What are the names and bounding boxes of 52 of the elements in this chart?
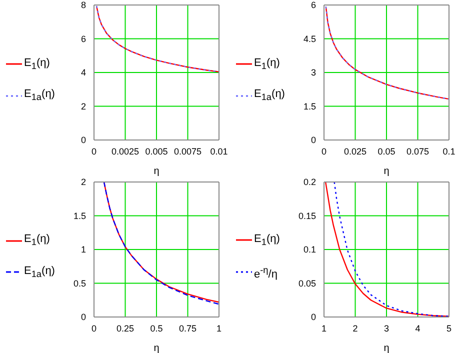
- y-tick-label: 0.1: [303, 244, 316, 254]
- x-tick-label: 3: [384, 322, 390, 333]
- legend-label: E$_{1}$(η): [254, 56, 280, 72]
- y-tick-label: 2: [80, 101, 86, 112]
- x-tick-label: 0.075: [406, 146, 430, 156]
- x-tick-label: 4: [415, 322, 420, 333]
- x-tick-label: 5: [446, 322, 452, 333]
- x-tick-label: 0.025: [344, 146, 367, 156]
- x-axis-title: η: [154, 342, 160, 353]
- y-tick-label: 0.05: [298, 278, 316, 288]
- legend-label: e$^{-η}$/η: [254, 264, 278, 280]
- y-tick-label: 6: [310, 0, 316, 10]
- x-tick-label: 1: [216, 322, 222, 333]
- x-tick-label: 0.005: [145, 146, 168, 156]
- x-axis-title: η: [154, 166, 160, 177]
- y-tick-label: 0: [80, 312, 86, 322]
- legend-label: E$_{1a}$(η): [24, 264, 55, 280]
- x-axis-title: η: [384, 342, 390, 353]
- x-tick-label: 0: [91, 322, 97, 333]
- y-tick-label: 3: [310, 68, 316, 78]
- legend-label: E$_{1}$(η): [24, 233, 50, 248]
- x-tick-label: 0.05: [378, 146, 396, 156]
- y-tick-label: 1: [80, 244, 86, 254]
- y-tick-label: 4: [80, 68, 86, 78]
- y-tick-label: 0: [310, 135, 316, 146]
- x-tick-label: 2: [352, 322, 358, 333]
- x-tick-label: 0.0025: [111, 146, 140, 156]
- x-tick-label: 0: [321, 146, 327, 156]
- x-axis-title: η: [384, 166, 390, 177]
- y-tick-label: 0: [80, 135, 86, 146]
- y-tick-label: 0.2: [303, 176, 316, 187]
- y-tick-label: 2: [80, 176, 86, 187]
- y-tick-label: 0.15: [298, 210, 316, 220]
- y-tick-label: 4.5: [303, 34, 316, 44]
- x-tick-label: 1: [321, 322, 327, 333]
- y-tick-label: 1.5: [73, 210, 86, 220]
- legend-label: E$_{1}$(η): [254, 232, 280, 248]
- y-tick-label: 1.5: [303, 101, 316, 112]
- legend-label: E$_{1}$(η): [24, 56, 50, 72]
- y-tick-label: 6: [80, 34, 86, 44]
- x-tick-label: 0.25: [116, 322, 134, 333]
- x-tick-label: 0.0075: [174, 146, 202, 156]
- legend-label: E$_{1a}$(η): [24, 88, 55, 104]
- legend-label: E$_{1a}$(η): [254, 88, 285, 104]
- x-tick-label: 0: [91, 146, 97, 156]
- y-tick-label: 0.5: [73, 278, 86, 288]
- y-tick-label: 0: [310, 312, 316, 322]
- x-tick-label: 0.1: [442, 146, 456, 156]
- x-tick-label: 0.75: [178, 322, 197, 333]
- x-tick-label: 0.01: [210, 146, 228, 156]
- x-tick-label: 0.5: [150, 322, 163, 333]
- y-tick-label: 8: [80, 0, 86, 10]
